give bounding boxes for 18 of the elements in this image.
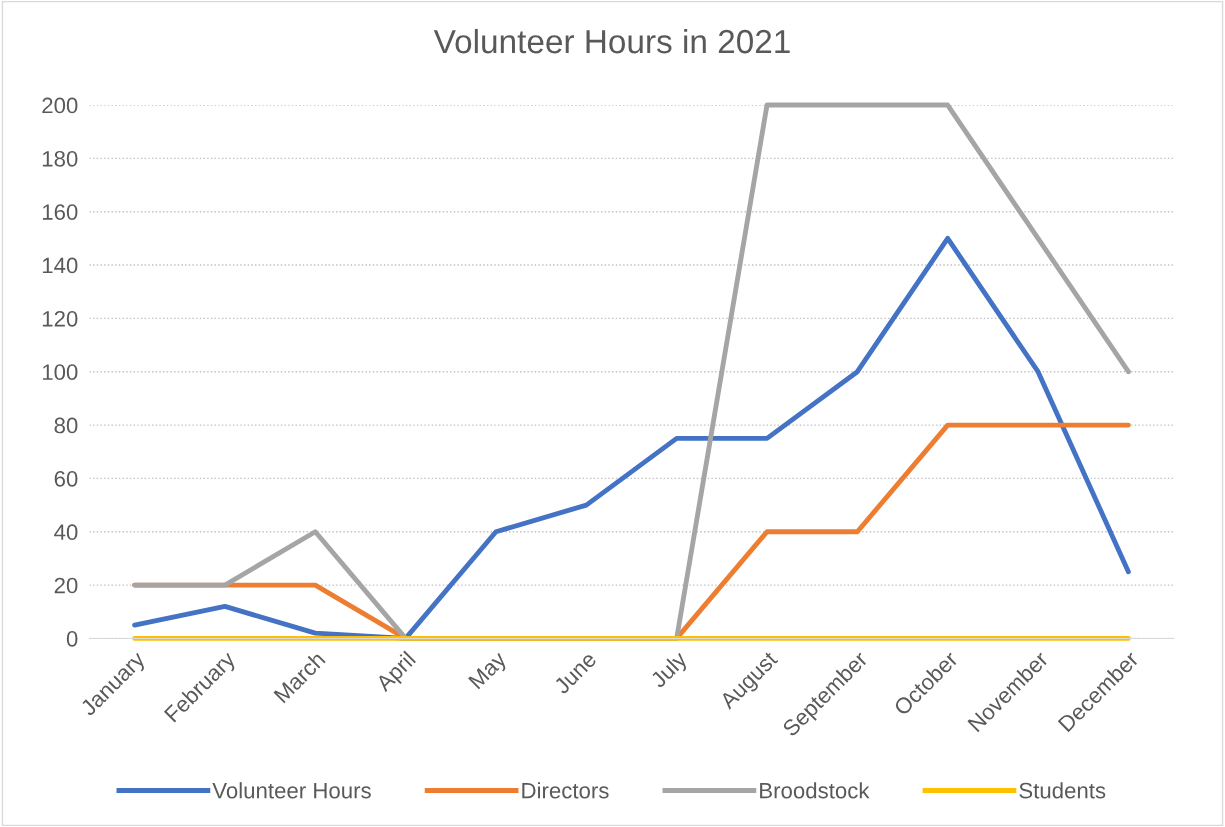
y-tick-label: 40 <box>54 524 78 541</box>
legend-label: Directors <box>522 782 609 799</box>
legend-label: Broodstock <box>760 782 870 799</box>
y-tick-label: 120 <box>42 310 78 327</box>
legend-label: Volunteer Hours <box>212 782 371 799</box>
y-tick-label: 80 <box>54 417 78 434</box>
y-tick-label: 100 <box>42 364 78 381</box>
y-tick-label: 0 <box>66 630 78 647</box>
y-tick-label: 180 <box>42 150 78 167</box>
y-tick-label: 60 <box>54 470 78 487</box>
chart-title: Volunteer Hours in 2021 <box>433 28 790 54</box>
legend-label: Students <box>1019 782 1106 799</box>
y-tick-label: 160 <box>42 204 78 220</box>
y-tick-label: 20 <box>54 577 78 594</box>
x-tick-label: July <box>648 649 692 692</box>
y-tick-label: 200 <box>42 97 78 114</box>
x-tick-label: May <box>468 650 511 693</box>
y-tick-label: 140 <box>42 257 78 274</box>
